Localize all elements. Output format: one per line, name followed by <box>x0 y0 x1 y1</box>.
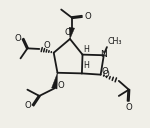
Text: O: O <box>24 102 31 110</box>
Text: O: O <box>125 103 132 112</box>
Text: O: O <box>103 70 109 79</box>
Text: O: O <box>85 12 91 21</box>
Text: O: O <box>102 67 108 76</box>
Text: N: N <box>100 50 107 59</box>
Text: O: O <box>44 41 51 50</box>
Text: H: H <box>83 61 89 70</box>
Polygon shape <box>52 73 57 89</box>
Polygon shape <box>69 27 75 39</box>
Text: O: O <box>64 28 71 37</box>
Text: O: O <box>14 34 21 43</box>
Text: H: H <box>83 45 89 54</box>
Text: CH₃: CH₃ <box>108 38 122 46</box>
Text: O: O <box>57 81 64 90</box>
